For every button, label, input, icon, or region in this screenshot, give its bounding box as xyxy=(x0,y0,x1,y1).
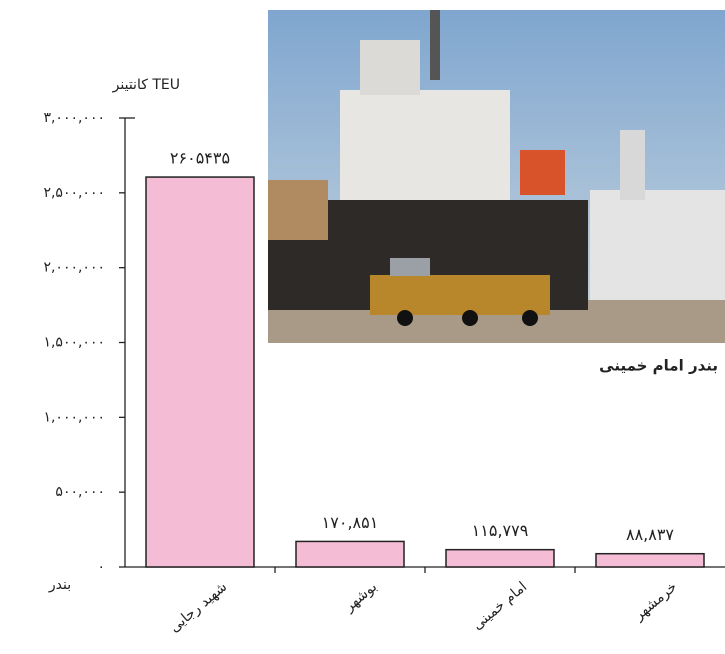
bar xyxy=(595,552,705,568)
bar xyxy=(445,548,555,568)
value-label: ۱۱۵,۷۷۹ xyxy=(472,521,529,540)
y-tick-label: ۰ xyxy=(97,559,105,575)
value-label: ۱۷۰,۸۵۱ xyxy=(322,513,379,532)
y-tick-label: ۳,۰۰۰,۰۰۰ xyxy=(43,110,105,126)
y-tick-label: ۱,۰۰۰,۰۰۰ xyxy=(43,409,105,425)
y-tick-label: ۱,۵۰۰,۰۰۰ xyxy=(43,335,105,351)
bar xyxy=(295,540,405,568)
y-tick-label: ۵۰۰,۰۰۰ xyxy=(55,484,105,500)
photo xyxy=(268,10,725,343)
value-label: ۲۶۰۵۴۳۵ xyxy=(170,149,230,168)
x-axis-label: بندر xyxy=(48,577,71,593)
x-tick-label: شهید رجایی xyxy=(167,579,230,636)
bar xyxy=(145,176,255,568)
value-label: ۸۸,۸۳۷ xyxy=(626,525,674,544)
photo-caption: بندر امام خمینی xyxy=(599,357,718,375)
y-axis-label: کانتینر TEU xyxy=(112,77,180,93)
y-tick-label: ۲,۵۰۰,۰۰۰ xyxy=(43,185,105,201)
x-tick-label: بوشهر xyxy=(341,579,380,616)
x-tick-label: خرمشهر xyxy=(630,579,680,624)
x-tick-label: امام خمینی xyxy=(470,579,531,633)
y-tick-label: ۲,۰۰۰,۰۰۰ xyxy=(43,260,105,276)
